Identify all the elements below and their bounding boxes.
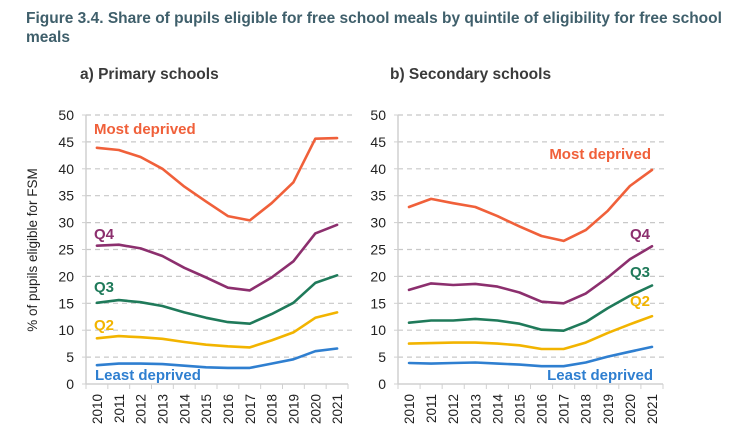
panel-title-secondary: b) Secondary schools xyxy=(390,66,552,83)
y-tick-label: 45 xyxy=(58,134,74,150)
x-tick-label: 2017 xyxy=(557,394,572,424)
series-line-q4 xyxy=(407,245,654,305)
series-label-q2: Q2 xyxy=(94,317,114,334)
series-label-q3: Q3 xyxy=(94,279,114,296)
y-tick-label: 40 xyxy=(58,161,74,177)
series-label-q4: Q4 xyxy=(630,226,651,243)
y-tick-label: 5 xyxy=(378,349,386,365)
chart-panel-primary: 0 5 10 15 20 25 30 35 40 45 50 2010 2011 2012 2013 2014… xyxy=(25,107,352,424)
series-label-q4: Q4 xyxy=(94,226,115,243)
panel-title-primary: a) Primary schools xyxy=(80,66,219,83)
y-tick-label: 45 xyxy=(370,134,386,150)
x-tick-label: 2021 xyxy=(330,394,345,424)
x-tick-label: 2011 xyxy=(112,394,127,423)
series-line-q2 xyxy=(95,311,339,349)
x-tick-label: 2012 xyxy=(134,394,149,424)
y-tick-label: 35 xyxy=(370,188,386,204)
y-tick-label: 5 xyxy=(66,349,74,365)
y-tick-label: 0 xyxy=(66,376,74,392)
x-tick-label: 2014 xyxy=(177,394,192,425)
y-tick-label: 30 xyxy=(370,215,386,231)
figure-title: Figure 3.4. Share of pupils eligible for… xyxy=(26,10,722,46)
y-tick-label: 10 xyxy=(58,322,74,338)
series-line-most-deprived xyxy=(95,136,339,222)
x-tick-label: 2020 xyxy=(623,394,638,424)
y-tick-label: 15 xyxy=(58,295,74,311)
series-line-q2 xyxy=(407,314,654,351)
x-tick-label: 2017 xyxy=(243,394,258,424)
x-tick-label: 2013 xyxy=(155,394,170,424)
x-tick-label: 2015 xyxy=(512,394,527,424)
series-line-most-deprived xyxy=(407,168,654,243)
y-tick-label: 40 xyxy=(370,161,386,177)
x-tick-label: 2010 xyxy=(402,394,417,424)
y-tick-label: 20 xyxy=(370,268,386,284)
series-label-least-deprived: Least deprived xyxy=(95,367,201,384)
x-tick-label: 2013 xyxy=(468,394,483,424)
x-tick-label: 2014 xyxy=(490,394,505,425)
series-label-least-deprived: Least deprived xyxy=(547,367,653,384)
x-tick-label: 2011 xyxy=(424,394,439,423)
series-line-least-deprived xyxy=(407,345,654,368)
y-tick-label: 35 xyxy=(58,188,74,204)
y-tick-label: 50 xyxy=(58,107,74,123)
y-tick-label: 50 xyxy=(370,107,386,123)
x-tick-label: 2016 xyxy=(535,394,550,424)
series-line-q3 xyxy=(95,273,339,326)
y-axis-label: % of pupils eligible for FSM xyxy=(25,168,40,332)
x-tick-label: 2019 xyxy=(601,394,616,424)
x-tick-label: 2020 xyxy=(308,394,323,424)
series-label-most-deprived: Most deprived xyxy=(94,121,196,138)
series-line-least-deprived xyxy=(95,347,339,370)
y-tick-label: 0 xyxy=(378,376,386,392)
chart-panel-secondary: 0 5 10 15 20 25 30 35 40 45 50 2010 2011 2012 2013 2014… xyxy=(370,107,667,424)
y-tick-label: 25 xyxy=(370,242,386,258)
series-label-most-deprived: Most deprived xyxy=(549,146,651,163)
x-tick-label: 2012 xyxy=(446,394,461,424)
y-tick-label: 15 xyxy=(370,295,386,311)
series-label-q3: Q3 xyxy=(630,264,650,281)
x-tick-label: 2021 xyxy=(645,394,660,424)
series-line-q4 xyxy=(95,223,339,292)
x-tick-label: 2018 xyxy=(265,394,280,424)
y-tick-label: 25 xyxy=(58,242,74,258)
x-tick-label: 2015 xyxy=(199,394,214,424)
y-tick-label: 20 xyxy=(58,268,74,284)
series-line-q3 xyxy=(407,284,654,333)
x-tick-label: 2019 xyxy=(286,394,301,424)
series-label-q2: Q2 xyxy=(630,293,650,310)
x-tick-label: 2016 xyxy=(221,394,236,424)
x-tick-label: 2018 xyxy=(579,394,594,424)
y-tick-label: 10 xyxy=(370,322,386,338)
x-tick-label: 2010 xyxy=(90,394,105,424)
y-tick-label: 30 xyxy=(58,215,74,231)
